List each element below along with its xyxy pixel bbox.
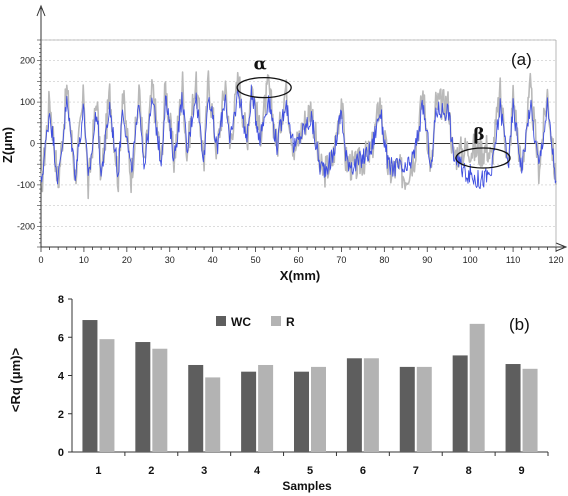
panel-label-a: (a) bbox=[511, 50, 532, 69]
bar-x-tick-label: 7 bbox=[413, 465, 419, 477]
x-tick-label: 70 bbox=[336, 255, 346, 265]
bar-r-6 bbox=[363, 358, 379, 452]
bar-x-tick-label: 6 bbox=[360, 465, 366, 477]
bar-r-7 bbox=[416, 366, 432, 452]
annotation-label-0: α bbox=[254, 55, 267, 75]
bar-wc-7 bbox=[399, 366, 415, 452]
y-tick-label: -200 bbox=[17, 221, 35, 231]
x-tick-label: 20 bbox=[122, 255, 132, 265]
x-tick-label: 90 bbox=[422, 255, 432, 265]
bar-x-tick-label: 4 bbox=[254, 465, 261, 477]
annotation-ellipse-1 bbox=[455, 147, 511, 169]
bar-x-tick-label: 2 bbox=[148, 465, 154, 477]
x-tick-label: 30 bbox=[165, 255, 175, 265]
bar-r-9 bbox=[522, 368, 538, 452]
bar-x-tick-label: 3 bbox=[201, 465, 207, 477]
bar-y-tick-label: 4 bbox=[58, 371, 65, 383]
bar-x-tick-label: 9 bbox=[518, 465, 524, 477]
y-axis-arrow bbox=[36, 4, 46, 17]
y-tick-label: 100 bbox=[20, 97, 35, 107]
bar-r-3 bbox=[205, 377, 221, 452]
x-tick-label: 0 bbox=[38, 255, 43, 265]
bar-r-5 bbox=[311, 366, 326, 452]
bar-x-tick-label: 1 bbox=[95, 465, 101, 477]
x-tick-label: 80 bbox=[379, 255, 389, 265]
legend-swatch-wc bbox=[216, 316, 226, 326]
bar-wc-9 bbox=[505, 364, 521, 452]
x-tick-label: 120 bbox=[548, 255, 563, 265]
x-tick-label: 110 bbox=[506, 255, 520, 265]
profile-series-1 bbox=[40, 84, 557, 189]
bar-r-8 bbox=[469, 323, 485, 452]
bar-y-tick-label: 0 bbox=[58, 447, 64, 459]
y-tick-label: -100 bbox=[17, 180, 35, 190]
annotation-ellipse-0 bbox=[236, 76, 292, 99]
bar-legend: WC R bbox=[216, 315, 295, 329]
bar-r-1 bbox=[99, 339, 115, 452]
legend-swatch-r bbox=[271, 316, 281, 326]
profile-chart: 0 10 20 30 40 50 60 70 80 90 100 110 120 200 100 0 -100 -… bbox=[0, 4, 568, 283]
bar-r-4 bbox=[258, 364, 274, 452]
bar-x-tick-label: 8 bbox=[466, 465, 472, 477]
x-tick-label: 40 bbox=[208, 255, 218, 265]
y-tick-label: 0 bbox=[30, 139, 35, 149]
bar-wc-6 bbox=[346, 358, 362, 452]
bar-y-tick-label: 2 bbox=[58, 409, 64, 421]
legend-label-r: R bbox=[286, 315, 295, 329]
x-axis-title: X(mm) bbox=[280, 268, 320, 283]
bar-wc-8 bbox=[452, 355, 468, 452]
x-tick-label: 50 bbox=[251, 255, 261, 265]
bar-y-axis-title: <Rq (μm)> bbox=[8, 347, 23, 412]
bar-x-tick-label: 5 bbox=[307, 465, 313, 477]
x-tick-label: 60 bbox=[293, 255, 303, 265]
roughness-bar-chart: 0 2 4 6 8 1 2 3 4 5 6 7 8 9 WC R Samples <Rq (μm)> (b) bbox=[8, 294, 549, 493]
y-tick-label: 200 bbox=[20, 56, 35, 66]
bar-r-2 bbox=[152, 348, 168, 452]
bar-wc-5 bbox=[294, 371, 309, 452]
x-axis-arrow bbox=[555, 242, 568, 252]
bar-wc-3 bbox=[188, 364, 204, 452]
x-tick-label: 10 bbox=[79, 255, 89, 265]
bar-wc-2 bbox=[135, 342, 151, 452]
bar-wc-4 bbox=[241, 371, 257, 452]
bar-y-tick-label: 8 bbox=[58, 294, 64, 306]
bar-y-tick-label: 6 bbox=[58, 332, 64, 344]
bar-wc-1 bbox=[82, 320, 98, 452]
x-tick-label: 100 bbox=[463, 255, 478, 265]
annotation-label-1: β bbox=[473, 125, 484, 145]
panel-label-b: (b) bbox=[509, 315, 530, 334]
bar-x-axis-title: Samples bbox=[282, 479, 332, 493]
y-axis-title: Z(μm) bbox=[0, 127, 15, 163]
profile-series-0 bbox=[40, 70, 557, 200]
legend-label-wc: WC bbox=[231, 315, 251, 329]
